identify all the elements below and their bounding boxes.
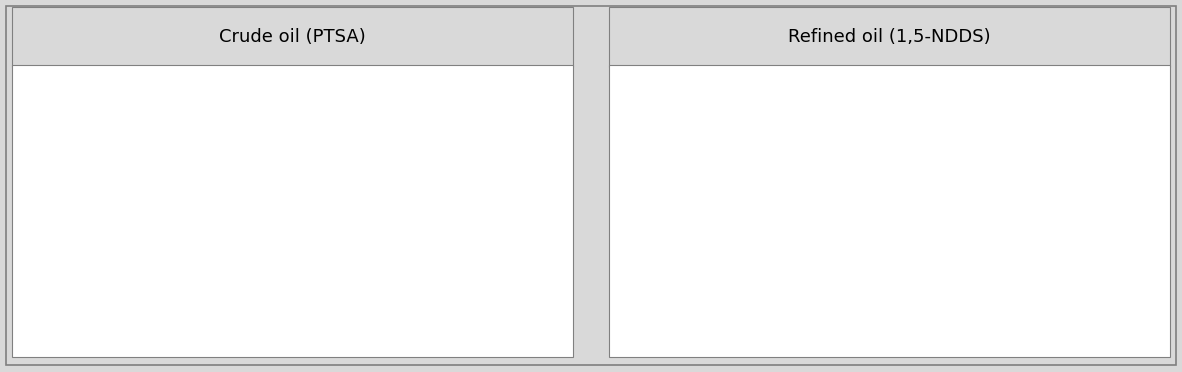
Point xyxy=(701,299,720,305)
Text: y = 1.6419 x- 2.9103
R² = 0.9999: y = 1.6419 x- 2.9103 R² = 0.9999 xyxy=(883,223,1045,256)
X-axis label: Concentration (ppb): Concentration (ppb) xyxy=(842,349,1014,364)
Point xyxy=(121,293,139,299)
Text: Crude oil (PTSA): Crude oil (PTSA) xyxy=(219,28,366,46)
Point xyxy=(98,309,117,315)
Point xyxy=(106,304,125,310)
Point xyxy=(844,207,863,213)
Point xyxy=(694,314,713,320)
Point xyxy=(390,99,409,105)
Point xyxy=(723,294,742,300)
Text: Refined oil (1,5-NDDS): Refined oil (1,5-NDDS) xyxy=(788,28,991,46)
Point xyxy=(697,306,716,312)
Point xyxy=(846,204,865,210)
Point xyxy=(95,312,113,318)
Point xyxy=(91,317,110,323)
Y-axis label: RFU: RFU xyxy=(639,182,654,216)
Point xyxy=(241,203,260,209)
Point xyxy=(996,94,1015,100)
Point xyxy=(243,197,262,203)
Point xyxy=(695,308,714,314)
Y-axis label: RFU: RFU xyxy=(27,182,43,216)
Point xyxy=(709,297,728,303)
X-axis label: Concentration (ppb): Concentration (ppb) xyxy=(239,349,411,364)
Text: y = 22.4708 x+ 291.5097
R² = 0.9987: y = 22.4708 x+ 291.5097 R² = 0.9987 xyxy=(310,226,508,259)
Point xyxy=(993,97,1012,103)
